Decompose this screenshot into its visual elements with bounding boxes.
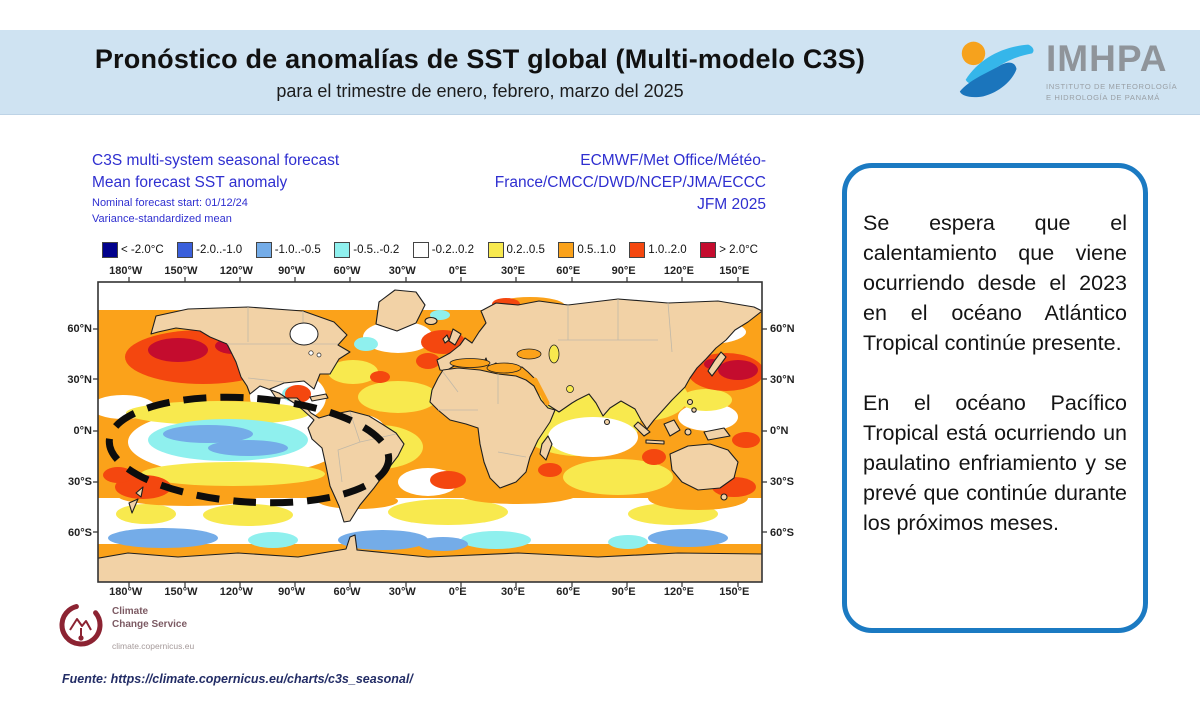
forecast-note-box: Se espera que el calentamiento que viene… bbox=[842, 163, 1148, 633]
lon-tick-label: 30°E bbox=[500, 586, 525, 598]
legend-item: 0.2..0.5 bbox=[487, 242, 545, 258]
legend-label: 0.5..1.0 bbox=[577, 244, 616, 256]
legend-label: -1.0..-0.5 bbox=[274, 244, 321, 256]
product-line-1: C3S multi-system seasonal forecast bbox=[92, 152, 340, 169]
lat-tick-label: 30°N bbox=[770, 374, 795, 387]
legend-item: > 2.0°C bbox=[700, 242, 758, 258]
lon-tick-label: 120°W bbox=[219, 265, 253, 277]
lon-tick-label: 0°E bbox=[448, 265, 467, 277]
source-citation: Fuente: https://climate.copernicus.eu/ch… bbox=[62, 672, 413, 686]
lon-tick-label: 60°W bbox=[333, 586, 361, 598]
map-ticks bbox=[93, 277, 767, 587]
lat-tick-label: 60°S bbox=[68, 526, 92, 539]
longitude-labels-bottom: 180°W 150°W 120°W 90°W 60°W 30°W 0°E 30°E 60°E 90… bbox=[98, 586, 762, 600]
product-line-2: Mean forecast SST anomaly bbox=[92, 174, 288, 191]
lon-tick-label: 60°E bbox=[556, 586, 581, 598]
variance-note: Variance-standardized mean bbox=[92, 213, 232, 225]
header-titles: Pronóstico de anomalías de SST global (M… bbox=[40, 44, 920, 102]
copernicus-credit: Climate Change Service climate.copernicu… bbox=[58, 602, 278, 653]
legend-label: -0.2..0.2 bbox=[431, 244, 474, 256]
note-paragraph: En el océano Pacífico Tropical está ocur… bbox=[863, 391, 1127, 535]
lat-tick-label: 60°N bbox=[770, 323, 795, 336]
lon-tick-label: 30°E bbox=[500, 265, 525, 277]
map-models-annotation: ECMWF/Met Office/Météo-France/CMCC/DWD/N… bbox=[330, 150, 766, 216]
lon-tick-label: 150°E bbox=[719, 586, 750, 598]
legend-item: -2.0..-1.0 bbox=[177, 242, 242, 258]
map-product-annotation: C3S multi-system seasonal forecast Mean … bbox=[92, 150, 339, 226]
lon-tick-label: 120°E bbox=[663, 265, 694, 277]
models-list: ECMWF/Met Office/Météo-France/CMCC/DWD/N… bbox=[494, 152, 766, 191]
lon-tick-label: 180°W bbox=[109, 265, 143, 277]
legend-item: < -2.0°C bbox=[102, 242, 164, 258]
legend-swatch bbox=[487, 242, 504, 258]
lat-tick-label: 60°S bbox=[770, 526, 794, 539]
map-frame bbox=[97, 281, 763, 583]
lon-tick-label: 90°W bbox=[278, 265, 306, 277]
legend-swatch bbox=[102, 242, 118, 258]
lon-tick-label: 60°W bbox=[333, 265, 361, 277]
forecast-start-note: Nominal forecast start: 01/12/24 bbox=[92, 197, 248, 209]
note-paragraph: Se espera que el calentamiento que viene… bbox=[863, 211, 1127, 355]
legend-label: > 2.0°C bbox=[719, 244, 758, 256]
legend-item: 1.0..2.0 bbox=[629, 242, 687, 258]
lon-tick-label: 90°E bbox=[611, 265, 636, 277]
lat-tick-label: 30°S bbox=[68, 475, 92, 488]
lon-tick-label: 30°W bbox=[388, 586, 416, 598]
lon-tick-label: 180°W bbox=[109, 586, 143, 598]
imhpa-logo: IMHPA INSTITUTO DE METEOROLOGÍA E HIDROL… bbox=[952, 36, 1192, 112]
imhpa-logo-icon bbox=[952, 36, 1038, 111]
legend-swatch bbox=[700, 242, 717, 258]
legend-swatch bbox=[255, 242, 272, 258]
copernicus-url: climate.copernicus.eu bbox=[112, 641, 195, 651]
legend-label: 0.2..0.5 bbox=[506, 244, 545, 256]
lat-tick-label: 30°N bbox=[67, 374, 92, 387]
lon-tick-label: 150°E bbox=[719, 265, 750, 277]
world-map-svg bbox=[93, 277, 767, 587]
legend-label: -2.0..-1.0 bbox=[196, 244, 243, 256]
lat-tick-label: 30°S bbox=[770, 475, 794, 488]
copernicus-credit-text: Climate Change Service climate.copernicu… bbox=[112, 606, 195, 651]
lat-tick-label: 0°N bbox=[770, 424, 789, 437]
lat-tick-label: 0°N bbox=[73, 424, 92, 437]
page-title: Pronóstico de anomalías de SST global (M… bbox=[94, 44, 866, 74]
legend-swatch bbox=[412, 242, 429, 258]
lon-tick-label: 30°W bbox=[388, 265, 416, 277]
imhpa-acronym: IMHPA bbox=[1046, 38, 1168, 79]
lon-tick-label: 60°E bbox=[556, 265, 581, 277]
legend-swatch bbox=[558, 242, 575, 258]
lon-tick-label: 90°W bbox=[278, 586, 306, 598]
lon-tick-label: 120°W bbox=[219, 586, 253, 598]
lon-tick-label: 150°W bbox=[164, 586, 198, 598]
imhpa-logo-text: IMHPA INSTITUTO DE METEOROLOGÍA E HIDROL… bbox=[1046, 36, 1177, 104]
climate-change-service-icon bbox=[58, 602, 104, 653]
color-legend: < -2.0°C -2.0..-1.0 -1.0..-0.5 -0.5..-0.… bbox=[98, 239, 762, 261]
legend-item: -0.2..0.2 bbox=[412, 242, 474, 258]
lat-tick-label: 60°N bbox=[67, 323, 92, 336]
latitude-labels-right: 60°N 30°N 0°N 30°S 60°S bbox=[770, 304, 822, 558]
lon-tick-label: 150°W bbox=[164, 265, 198, 277]
continents bbox=[98, 289, 762, 582]
longitude-labels-top: 180°W 150°W 120°W 90°W 60°W 30°W 0°E 30°E 60°E 90… bbox=[98, 265, 762, 279]
legend-item: -1.0..-0.5 bbox=[255, 242, 321, 258]
season-label: JFM 2025 bbox=[697, 196, 766, 213]
legend-swatch bbox=[177, 242, 194, 258]
legend-item: -0.5..-0.2 bbox=[334, 242, 399, 258]
legend-swatch bbox=[629, 242, 646, 258]
inland-seas bbox=[289, 322, 574, 406]
legend-label: -0.5..-0.2 bbox=[353, 244, 400, 256]
lon-tick-label: 120°E bbox=[663, 586, 694, 598]
lon-tick-label: 0°E bbox=[448, 586, 467, 598]
enso-highlight-ellipse bbox=[105, 393, 393, 507]
legend-swatch bbox=[334, 242, 351, 258]
legend-label: < -2.0°C bbox=[121, 244, 164, 256]
legend-item: 0.5..1.0 bbox=[558, 242, 616, 258]
imhpa-org-name: INSTITUTO DE METEOROLOGÍA E HIDROLOGÍA D… bbox=[1046, 82, 1178, 103]
page-subtitle: para el trimestre de enero, febrero, mar… bbox=[276, 81, 684, 101]
lon-tick-label: 90°E bbox=[611, 586, 636, 598]
latitude-labels-left: 60°N 30°N 0°N 30°S 60°S bbox=[40, 304, 92, 558]
legend-label: 1.0..2.0 bbox=[648, 244, 687, 256]
sst-anomaly-map bbox=[93, 277, 767, 587]
